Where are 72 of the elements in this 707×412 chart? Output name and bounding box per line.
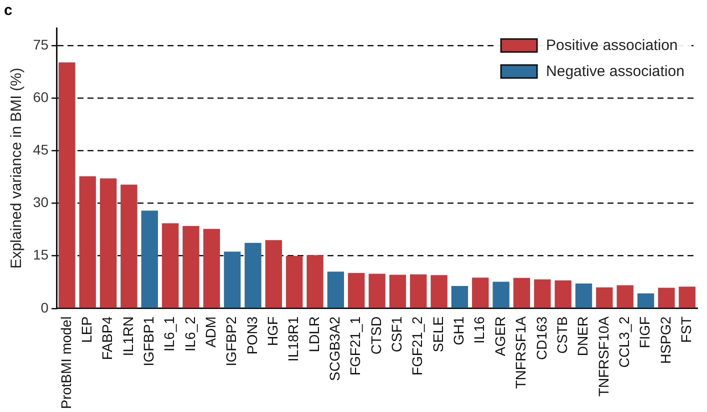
bar [616, 285, 634, 308]
bar [534, 279, 551, 308]
bar [162, 223, 179, 308]
y-tick-label: 60 [32, 88, 49, 105]
x-tick-label: FGF21_1 [347, 316, 364, 376]
x-tick-label: IL16 [471, 316, 488, 344]
x-tick-label: CSF1 [388, 316, 405, 352]
bar [79, 176, 96, 308]
bar [58, 62, 76, 308]
legend-label: Negative association [546, 63, 684, 80]
y-tick-label: 15 [32, 246, 49, 263]
y-tick-label: 30 [32, 194, 49, 210]
x-tick-label: IL1RN [120, 316, 136, 356]
y-tick-label: 0 [40, 299, 49, 316]
y-tick-label: 75 [32, 36, 49, 52]
x-tick-label: CD163 [533, 316, 550, 360]
legend-label: Positive association [546, 37, 678, 54]
x-tick-label: DNER [574, 316, 591, 356]
x-tick-label: ADM [202, 316, 218, 348]
bar [678, 286, 696, 308]
bar [596, 287, 613, 308]
bar [286, 256, 303, 308]
x-tick-label: HGF [264, 316, 280, 346]
bar [389, 274, 406, 308]
x-tick-label: IL18R1 [285, 316, 302, 362]
x-tick-label: FGF21_2 [409, 316, 426, 376]
bar [306, 255, 324, 308]
x-tick-label: SELE [430, 316, 446, 352]
bar [368, 274, 386, 308]
bar [224, 252, 241, 308]
y-tick-label: 45 [32, 142, 49, 158]
x-tick-label: TNFRSF10A [595, 316, 612, 397]
bar [182, 226, 200, 308]
x-tick-label: IGFBP2 [223, 316, 240, 366]
x-tick-label: GH1 [450, 316, 467, 346]
x-tick-label: SCGB3A2 [326, 316, 343, 382]
bar [554, 280, 572, 308]
x-tick-label: LEP [78, 316, 94, 343]
bar [451, 286, 468, 308]
x-tick-label: HSPG2 [657, 316, 674, 364]
bar [492, 282, 510, 308]
bar [575, 284, 592, 308]
bar [348, 273, 365, 308]
y-axis-title: Explained variance in BMI (%) [8, 68, 26, 269]
x-tick-label: CSTB [554, 316, 570, 354]
bar [430, 275, 448, 308]
bar [410, 274, 427, 308]
bar [100, 178, 117, 308]
x-tick-label: CTSD [368, 316, 384, 355]
x-tick-label: CCL3_2 [616, 316, 632, 368]
bar [265, 240, 282, 308]
bar [513, 278, 530, 308]
bar [472, 278, 489, 308]
text: c [4, 2, 12, 19]
bar [637, 293, 654, 308]
x-tick-label: FST [678, 316, 694, 343]
bar [120, 184, 138, 308]
bar [141, 210, 158, 308]
x-tick-label: PON3 [244, 316, 260, 355]
bar [327, 272, 344, 308]
bar [244, 242, 262, 308]
x-tick-label: IL6_1 [161, 316, 178, 352]
x-tick-label: FABP4 [99, 316, 116, 360]
bar [658, 288, 675, 308]
x-tick-label: TNFRSF1A [512, 316, 529, 389]
bar [203, 228, 220, 308]
x-tick-label: FIGF [636, 316, 653, 348]
x-tick-label: AGER [492, 316, 508, 356]
x-tick-label: IGFBP1 [140, 316, 156, 366]
x-tick-label: IL6_2 [182, 316, 198, 352]
x-tick-label: ProtBMI model [58, 316, 74, 410]
x-tick-label: LDLR [306, 316, 322, 352]
